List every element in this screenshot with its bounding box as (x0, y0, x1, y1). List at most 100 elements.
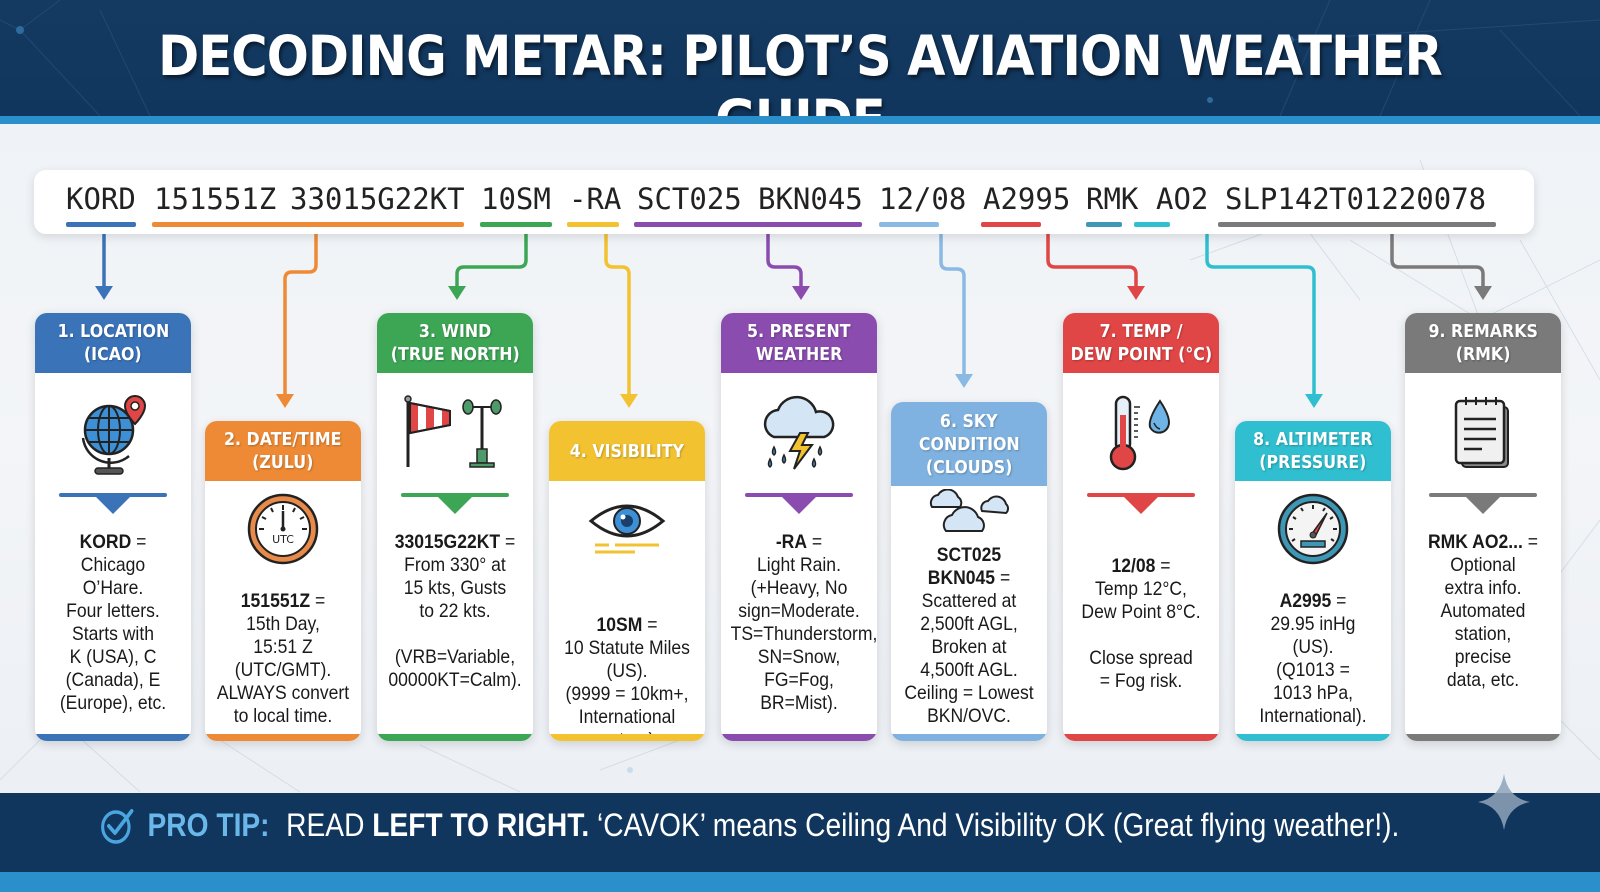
metar-token-visibility[interactable]: 10SM (481, 182, 551, 216)
card-text-line: 4,500ft AGL. (920, 659, 1018, 681)
metar-token-altimeter[interactable]: A2995 (983, 182, 1071, 216)
card-text-line: (9999 = 10km+, (565, 683, 689, 705)
card-text-line: (VRB=Variable, (394, 646, 516, 668)
pro-tip-bar: PRO TIP: READ LEFT TO RIGHT. ‘CAVOK’ mea… (0, 793, 1600, 892)
globe-with-pin-icon (35, 373, 191, 493)
card-text-line (1073, 624, 1210, 647)
card-divider (35, 493, 191, 517)
card-footer-bar (1235, 734, 1391, 741)
card-text-line: Scattered at (921, 590, 1017, 612)
card-text-line: K (USA), C (69, 646, 157, 668)
card-divider (1063, 493, 1219, 517)
card-visibility: 4. VISIBILITY 10SM = 10 Statute Miles (U… (549, 421, 705, 741)
card-text-line: International (578, 706, 676, 728)
card-title-line: (CLOUDS) (925, 456, 1013, 478)
card-wind-header: 3. WIND (TRUE NORTH) (377, 313, 533, 373)
card-footer-bar (35, 734, 191, 741)
card-code: -RA (775, 531, 808, 553)
card-text-line: SN=Snow, (757, 646, 841, 668)
card-text-line: sign=Moderate. (738, 600, 860, 622)
card-text-line: Light Rain. (757, 554, 841, 576)
underline-rmk (1086, 222, 1122, 227)
card-footer-bar (1063, 734, 1219, 741)
metar-token-sky-2[interactable]: BKN045 (758, 182, 863, 216)
card-footer-bar (1405, 734, 1561, 741)
card-code: BKN045 (927, 567, 996, 589)
pro-tip-text-2: ‘CAVOK’ means Ceiling And Visibility OK … (589, 806, 1400, 843)
metar-token-ao2[interactable]: AO2 (1156, 182, 1209, 216)
metar-token-slp[interactable]: SLP142 (1225, 182, 1330, 216)
card-remarks: 9. REMARKS (RMK) RMK AO2... = Optional e… (1405, 313, 1561, 741)
card-temp-body: 12/08 = Temp 12°C, Dew Point 8°C. Close … (1063, 555, 1219, 693)
clouds-icon (891, 486, 1047, 538)
card-title-line: (ICAO) (84, 344, 142, 365)
card-code: 151551Z (240, 590, 311, 612)
metar-token-sky-1[interactable]: SCT025 (637, 182, 742, 216)
card-title-line: 4. VISIBILITY (569, 440, 685, 462)
card-present-weather: 5. PRESENT WEATHER -RA = Light Rain. (+H… (721, 313, 877, 741)
card-title-line: 2. DATE/TIME (224, 429, 342, 450)
metar-token-temp-precise[interactable]: T01220078 (1329, 182, 1487, 216)
card-wind: 3. WIND (TRUE NORTH) 33015G22KT = From 3… (377, 313, 533, 741)
underline-altimeter (1134, 222, 1170, 227)
card-code: SCT025 (936, 544, 1002, 566)
card-text-line: BKN/OVC. (927, 705, 1011, 727)
metar-code-bar: KORD 151551Z 33015G22KT 10SM -RA SCT025 … (34, 170, 1534, 234)
card-datetime-header: 2. DATE/TIME (ZULU) (205, 421, 361, 481)
card-footer-bar (721, 734, 877, 741)
header-network-pattern (0, 0, 1600, 116)
card-text-line: (+Heavy, No (750, 577, 848, 599)
card-title-line: (RMK) (1455, 344, 1511, 365)
card-text-line: Automated (1440, 600, 1526, 622)
card-text-line: (Canada), E (65, 669, 161, 691)
card-text-line: extra info. (1444, 577, 1522, 599)
metar-token-location[interactable]: KORD (66, 182, 136, 216)
card-code: 12/08 (1111, 555, 1156, 577)
card-text-line: (UTC/GMT). (234, 659, 332, 681)
sparkle-icon (1478, 774, 1530, 830)
metar-token-weather[interactable]: -RA (569, 182, 622, 216)
card-temp-header: 7. TEMP / DEW POINT (°C) (1063, 313, 1219, 373)
card-sky-header: 6. SKY CONDITION (CLOUDS) (891, 402, 1047, 486)
card-location-header: 1. LOCATION (ICAO) (35, 313, 191, 373)
card-text-line: 10 Statute Miles (564, 637, 690, 659)
metar-token-wind[interactable]: 33015G22KT (290, 182, 465, 216)
utc-clock-icon: UTC (205, 481, 361, 576)
card-text-line: BR=Mist). (760, 692, 838, 714)
card-text-line: data, etc. (1446, 669, 1520, 691)
card-text-line: Optional (1450, 554, 1516, 576)
card-title-line: WEATHER (755, 344, 843, 365)
card-title-line: CONDITION (918, 433, 1020, 455)
card-text-line: (Europe), etc. (59, 692, 167, 714)
card-footer-bar (549, 734, 705, 741)
metar-token-temp[interactable]: 12/08 (879, 182, 967, 216)
card-code: 10SM (596, 614, 643, 636)
pro-tip-text-1: READ (278, 806, 373, 843)
card-text-line: (US). (1292, 636, 1334, 658)
card-text-line: to 22 kts. (419, 600, 491, 622)
underline-datetime (152, 222, 464, 227)
card-title-line: (TRUE NORTH) (390, 344, 520, 365)
card-visibility-header: 4. VISIBILITY (549, 421, 705, 481)
underline-location (66, 222, 136, 227)
thermometer-droplet-icon (1063, 373, 1219, 493)
card-text-line: ALWAYS convert (216, 682, 350, 704)
page-title: DECODING METAR: PILOT’S AVIATION WEATHER… (158, 24, 1443, 124)
card-text-line: TS=Thunderstorm, (730, 623, 877, 645)
card-datetime: 2. DATE/TIME (ZULU) UTC 151551Z = 15th D… (205, 421, 361, 741)
card-remarks-body: RMK AO2... = Optional extra info. Automa… (1405, 531, 1561, 692)
card-text-line: Four letters. (66, 600, 160, 622)
card-title-line: (PRESSURE) (1259, 452, 1367, 473)
card-text-line: 00000KT=Calm). (388, 669, 522, 691)
card-text-line: Ceiling = Lowest (904, 682, 1034, 704)
underline-wind (480, 222, 552, 227)
card-code: 33015G22KT (394, 531, 501, 553)
card-wind-body: 33015G22KT = From 330° at 15 kts, Gusts … (388, 531, 522, 691)
card-text-line: (US). (606, 660, 648, 682)
card-text-line: Starts with (72, 623, 154, 645)
card-text-line: 2,500ft AGL, (920, 613, 1018, 635)
card-text-line: (Q1013 = (1276, 659, 1350, 681)
metar-token-datetime[interactable]: 151551Z (154, 182, 277, 216)
card-sky-body: SCT025 BKN045 = Scattered at 2,500ft AGL… (891, 544, 1047, 728)
metar-token-rmk[interactable]: RMK (1086, 182, 1139, 216)
